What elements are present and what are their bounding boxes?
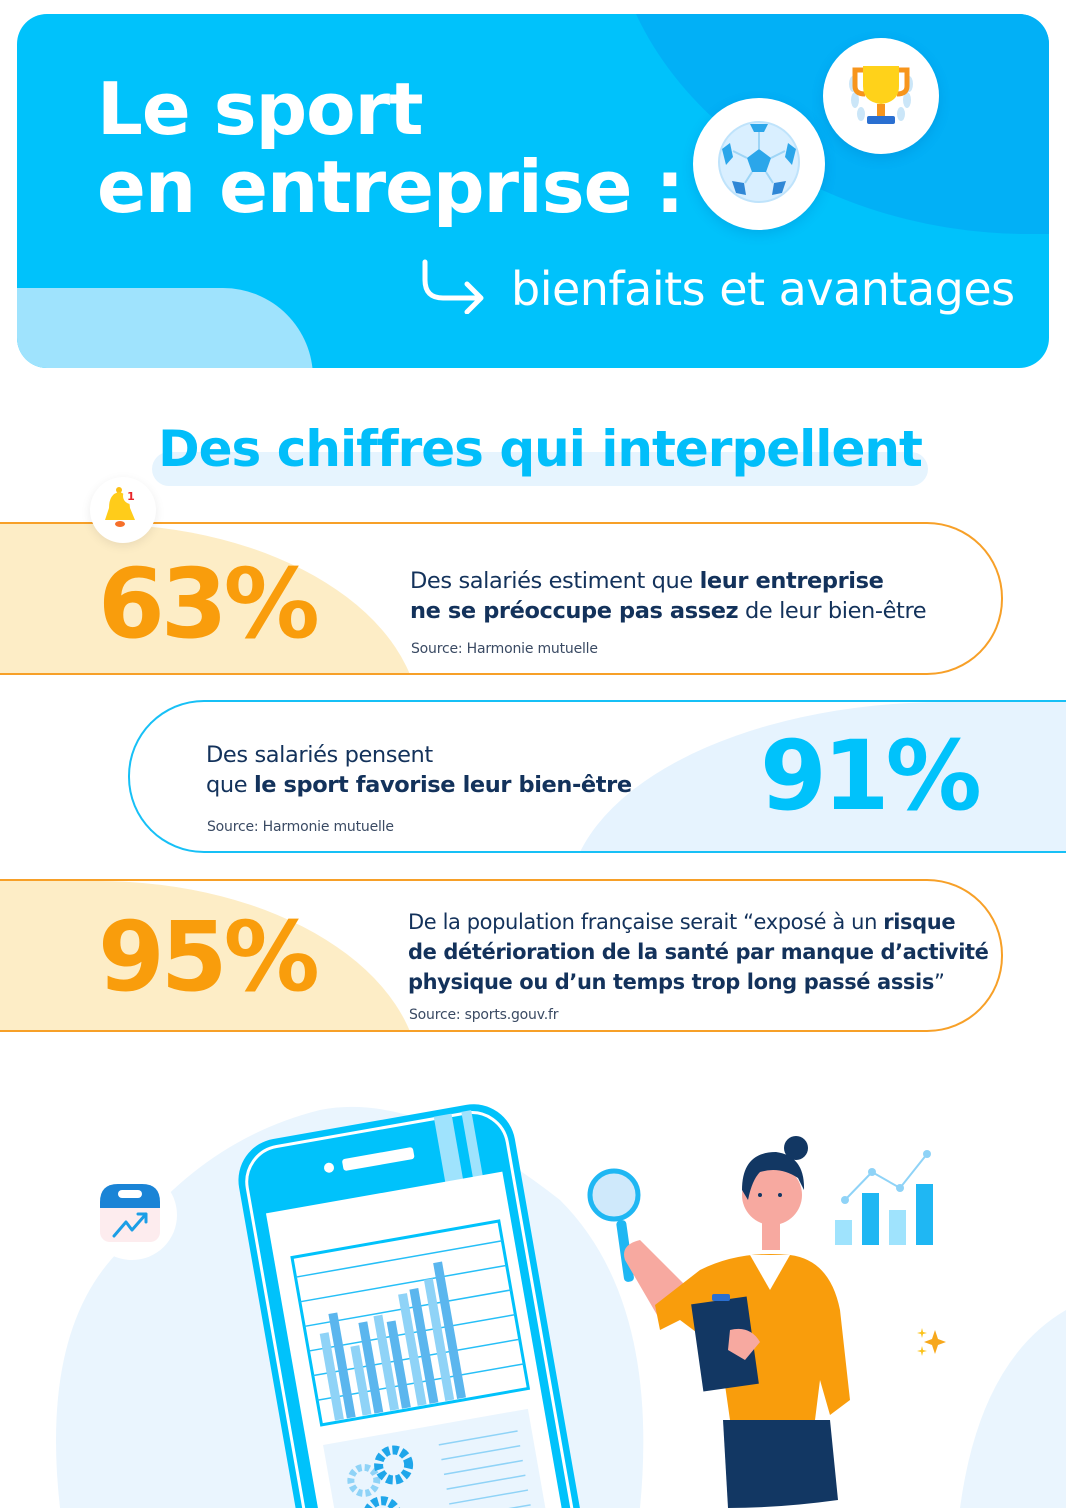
stat-text-bold: leur entreprise [699, 568, 884, 594]
svg-text:1: 1 [127, 490, 135, 503]
stat-description: Des salariés pensent que le sport favori… [206, 740, 632, 800]
clipboard-icon [691, 1294, 759, 1392]
stat-value: 63% [98, 548, 320, 660]
soccer-ball-badge [693, 98, 825, 230]
stat-text-bold: physique ou d’un temps trop long passé a… [408, 970, 934, 994]
hero-banner: Le sport en entreprise : bienfaits et av… [17, 14, 1049, 368]
stat-text-normal: Des salariés pensent [206, 742, 433, 768]
bell-badge: 1 [90, 477, 156, 543]
stat-source: Source: Harmonie mutuelle [411, 641, 598, 657]
smartphone-icon [238, 1104, 581, 1508]
stat-text-bold: de détérioration de la santé par manque … [408, 940, 989, 964]
section-heading-highlight [152, 452, 928, 486]
stat-text-normal: De la population française serait “expos… [408, 910, 884, 934]
stat-card-91: 91% Des salariés pensent que le sport fa… [128, 700, 1066, 853]
stat-card-63: 63% Des salariés estiment que leur entre… [0, 522, 1003, 675]
stat-text-normal: que [206, 772, 254, 798]
hero-title-line1: Le sport [97, 67, 424, 151]
hero-subtitle-text: bienfaits et avantages [511, 261, 1015, 316]
woman-figure [587, 1136, 850, 1508]
calendar-trend-icon [87, 1170, 177, 1260]
trophy-icon [841, 54, 921, 139]
section-heading: Des chiffres qui interpellent [152, 416, 928, 486]
soccer-ball-icon [716, 119, 802, 210]
bell-notification-icon: 1 [103, 486, 143, 535]
gear-icon [347, 1445, 414, 1508]
stat-text-normal: Des salariés estiment que [410, 568, 700, 594]
hero-title: Le sport en entreprise : [97, 67, 684, 229]
stat-source: Source: sports.gouv.fr [409, 1007, 559, 1023]
hero-decor-shape-light [17, 288, 313, 368]
stat-text-bold: ne se préoccupe pas assez [410, 598, 739, 624]
bar-chart-icon [290, 1219, 531, 1427]
stat-text-normal: ” [933, 970, 945, 994]
stat-description: Des salariés estiment que leur entrepris… [410, 566, 927, 626]
stat-card-95: 95% De la population française serait “e… [0, 879, 1003, 1032]
stat-text-normal: de leur bien-être [738, 598, 927, 624]
section-title: Des chiffres qui interpellent [158, 420, 923, 478]
stat-text-bold: risque [883, 910, 956, 934]
stat-text-bold: le sport favorise leur bien-être [253, 772, 632, 798]
arrow-return-icon [417, 258, 489, 319]
illustration [0, 1080, 1066, 1508]
sparkle-icon [903, 1315, 957, 1369]
stat-value: 91% [760, 720, 982, 832]
stat-value: 95% [98, 901, 320, 1013]
hero-title-line2: en entreprise : [97, 145, 684, 229]
hero-subtitle: bienfaits et avantages [417, 258, 1015, 319]
growth-chart-icon [835, 1150, 933, 1245]
stat-description: De la population française serait “expos… [408, 907, 989, 997]
stat-source: Source: Harmonie mutuelle [207, 819, 394, 835]
trophy-badge [823, 38, 939, 154]
